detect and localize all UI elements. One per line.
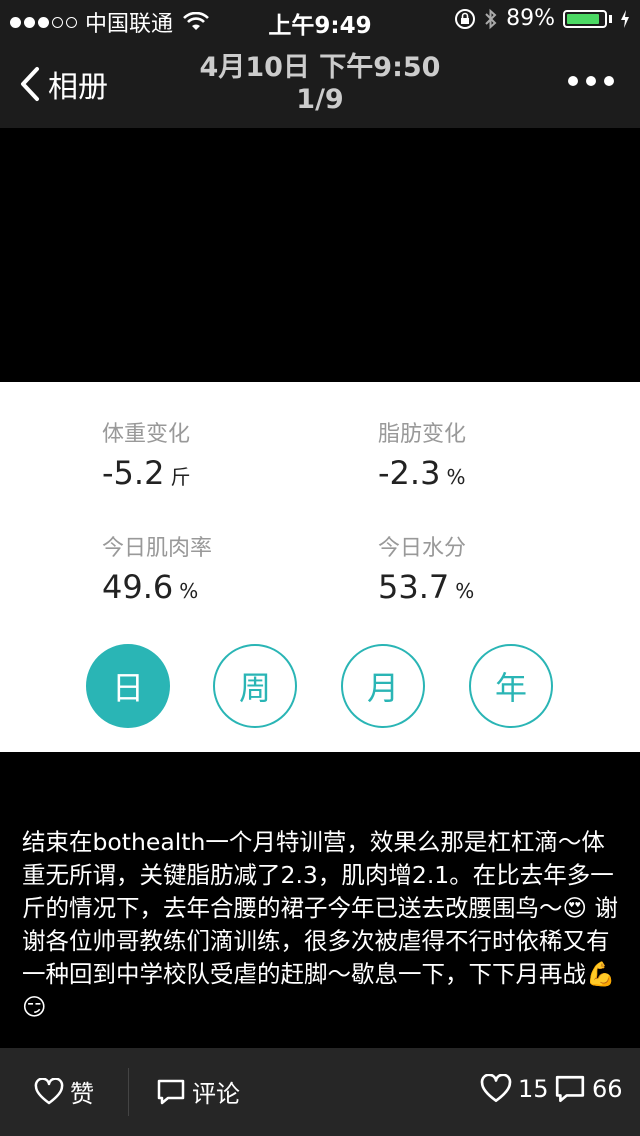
stat-weight-change: 体重变化 -5.2 斤 [102, 416, 190, 492]
comment-icon [157, 1079, 185, 1104]
battery-tip [609, 14, 612, 23]
period-week-button: 周 [213, 644, 297, 728]
stat-label: 脂肪变化 [378, 422, 467, 447]
charging-icon [621, 9, 629, 28]
stat-value: 49.6 [102, 568, 174, 606]
carrier-name: 中国联通 [85, 12, 174, 37]
divider [128, 1068, 129, 1116]
period-day-button: 日 [86, 644, 170, 728]
comment-count: 66 [592, 1075, 623, 1103]
stat-unit: % [455, 579, 475, 603]
chevron-left-icon [21, 67, 39, 101]
page-title: 4月10日 下午9:50 1/9 [0, 52, 640, 116]
photo-image[interactable]: 体重变化 -5.2 斤 脂肪变化 -2.3% 今日肌肉率 49.6% 今日水分 5… [0, 382, 640, 752]
stat-unit: % [179, 579, 199, 603]
like-button[interactable]: 赞 [34, 1074, 94, 1109]
like-count-button[interactable]: 15 [480, 1074, 549, 1104]
stat-fat-change: 脂肪变化 -2.3% [378, 416, 466, 492]
status-bar: 中国联通 上午9:49 89% [0, 0, 640, 40]
more-button[interactable] [568, 76, 614, 86]
stat-label: 今日肌肉率 [102, 536, 213, 561]
back-button[interactable]: 相册 [20, 62, 108, 106]
status-time: 上午9:49 [268, 13, 372, 39]
photo-index: 1/9 [296, 84, 344, 115]
comment-icon [555, 1075, 585, 1103]
stat-value: -5.2 [102, 454, 165, 492]
period-year-button: 年 [469, 644, 553, 728]
like-label: 赞 [70, 1080, 94, 1108]
rotation-lock-icon [455, 8, 476, 29]
more-dot-icon [586, 76, 596, 86]
more-dot-icon [604, 76, 614, 86]
period-month-button: 月 [341, 644, 425, 728]
bluetooth-icon [485, 8, 497, 29]
back-label: 相册 [48, 70, 108, 105]
comment-label: 评论 [192, 1080, 240, 1108]
stat-unit: % [446, 465, 466, 489]
stat-label: 今日水分 [378, 536, 467, 561]
heart-icon [34, 1077, 64, 1104]
like-count: 15 [518, 1075, 549, 1103]
photo-datetime: 4月10日 下午9:50 [199, 52, 441, 83]
wifi-icon [183, 12, 209, 30]
bottom-action-bar: 赞 评论 15 66 [0, 1048, 640, 1136]
nav-bar: 相册 4月10日 下午9:50 1/9 [0, 40, 640, 128]
comment-button[interactable]: 评论 [156, 1074, 240, 1109]
battery-icon [563, 9, 607, 28]
stat-unit: 斤 [170, 465, 191, 489]
battery-percent: 89% [506, 6, 555, 31]
stat-label: 体重变化 [102, 422, 191, 447]
stat-water: 今日水分 53.7% [378, 530, 474, 606]
more-dot-icon [568, 76, 578, 86]
signal-strength-icon [10, 16, 77, 28]
comment-count-button[interactable]: 66 [554, 1074, 623, 1104]
stat-value: 53.7 [378, 568, 450, 606]
heart-icon [480, 1074, 512, 1103]
photo-caption: 结束在bothealth一个月特训营，效果么那是杠杠滴～体重无所谓，关键脂肪减了… [22, 828, 618, 1021]
stat-value: -2.3 [378, 454, 441, 492]
stat-muscle-rate: 今日肌肉率 49.6% [102, 530, 212, 606]
